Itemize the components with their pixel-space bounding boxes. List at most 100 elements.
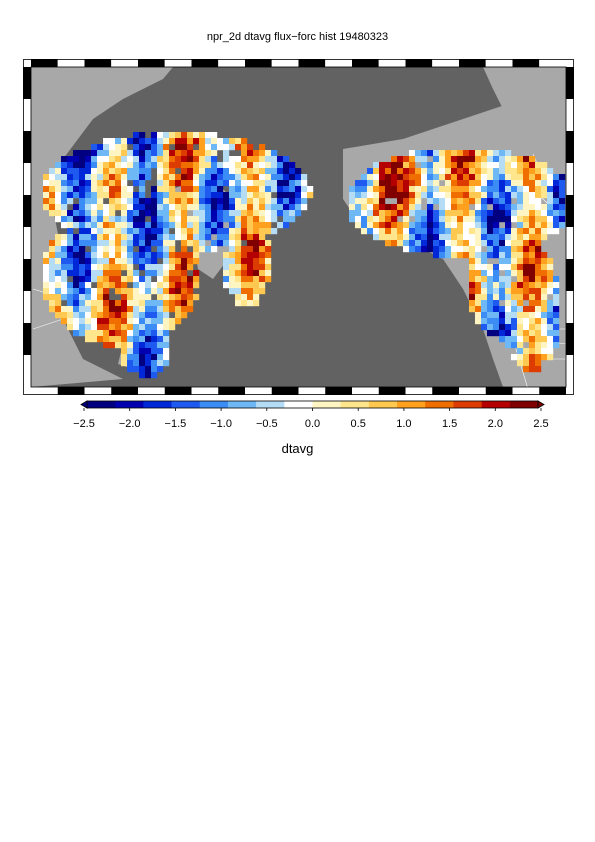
data-cell (391, 162, 398, 169)
data-cell (247, 294, 254, 301)
data-cell (493, 150, 500, 157)
data-cell (109, 168, 116, 175)
data-cell (145, 276, 152, 283)
data-cell (247, 276, 254, 283)
data-cell (547, 216, 554, 223)
data-cell (151, 288, 158, 295)
data-cell (505, 162, 512, 169)
data-cell (457, 180, 464, 187)
data-cell (493, 294, 500, 301)
data-cell (529, 318, 536, 325)
data-cell (79, 210, 86, 217)
data-cell (535, 360, 542, 367)
data-cell (181, 306, 188, 313)
data-cell (103, 306, 110, 313)
data-cell (109, 264, 116, 271)
data-cell (223, 150, 230, 157)
data-cell (55, 204, 62, 211)
data-cell (439, 186, 446, 193)
data-cell (121, 204, 128, 211)
data-cell (289, 192, 296, 199)
data-cell (145, 324, 152, 331)
data-cell (517, 240, 524, 247)
data-cell (475, 306, 482, 313)
data-cell (499, 252, 506, 259)
data-cell (475, 168, 482, 175)
data-cell (85, 210, 92, 217)
data-cell (493, 282, 500, 289)
data-cell (115, 150, 122, 157)
data-cell (517, 360, 524, 367)
data-cell (529, 240, 536, 247)
data-cell (409, 234, 416, 241)
data-cell (409, 180, 416, 187)
data-cell (79, 312, 86, 319)
data-cell (73, 216, 80, 223)
data-cell (523, 348, 530, 355)
data-cell (553, 318, 560, 325)
data-cell (73, 150, 80, 157)
data-cell (493, 210, 500, 217)
data-cell (235, 246, 242, 253)
data-cell (55, 312, 62, 319)
data-cell (127, 288, 134, 295)
data-cell (277, 168, 284, 175)
data-cell (139, 150, 146, 157)
data-cell (505, 246, 512, 253)
data-cell (97, 312, 104, 319)
frame-inner-outline (30, 66, 567, 388)
data-cell (517, 282, 524, 289)
data-cell (73, 282, 80, 289)
data-cell (175, 270, 182, 277)
data-cell (385, 228, 392, 235)
data-cell (259, 168, 266, 175)
data-cell (43, 282, 50, 289)
frame-segment (325, 59, 352, 67)
data-cell (235, 288, 242, 295)
data-cell (511, 300, 518, 307)
data-cell (469, 300, 476, 307)
data-cell (229, 162, 236, 169)
data-cell (505, 252, 512, 259)
data-cell (511, 312, 518, 319)
data-cell (253, 276, 260, 283)
data-cell (79, 276, 86, 283)
data-cell (193, 270, 200, 277)
data-cell (199, 132, 206, 139)
data-cell (55, 240, 62, 247)
data-cell (193, 252, 200, 259)
data-cell (397, 204, 404, 211)
data-cell (517, 336, 524, 343)
data-cell (139, 288, 146, 295)
data-cell (535, 240, 542, 247)
data-cell (235, 228, 242, 235)
data-cell (529, 288, 536, 295)
data-cell (241, 300, 248, 307)
frame-segment (111, 59, 138, 67)
data-cell (361, 204, 368, 211)
data-cell (469, 186, 476, 193)
data-cell (133, 354, 140, 361)
data-cell (127, 204, 134, 211)
data-cell (139, 210, 146, 217)
data-cell (61, 180, 68, 187)
data-cell (529, 336, 536, 343)
data-cell (541, 204, 548, 211)
data-cell (217, 174, 224, 181)
data-cell (289, 210, 296, 217)
data-cell (199, 168, 206, 175)
data-cell (481, 198, 488, 205)
data-cell (157, 264, 164, 271)
data-cell (187, 288, 194, 295)
data-cell (535, 210, 542, 217)
data-cell (289, 186, 296, 193)
data-cell (481, 168, 488, 175)
data-cell (463, 234, 470, 241)
data-cell (487, 324, 494, 331)
data-cell (151, 342, 158, 349)
data-cell (265, 186, 272, 193)
data-cell (127, 150, 134, 157)
frame-segment (23, 99, 31, 131)
data-cell (547, 348, 554, 355)
data-cell (523, 366, 530, 373)
